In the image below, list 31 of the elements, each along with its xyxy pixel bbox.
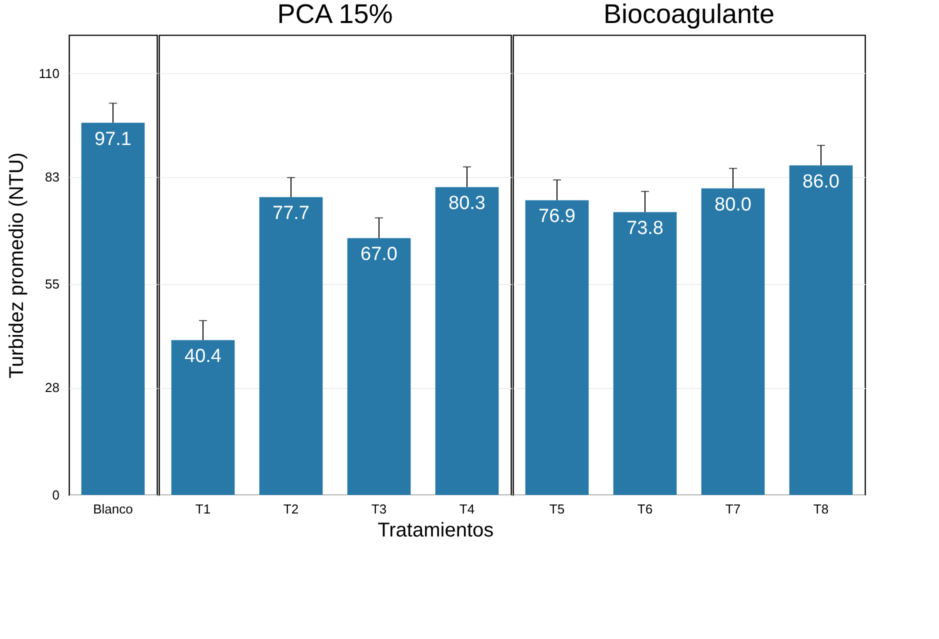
data-label: 86.0: [802, 171, 840, 192]
x-tick-label: T7: [725, 502, 741, 516]
data-label: 40.4: [184, 346, 222, 368]
x-tick-label: T5: [549, 502, 565, 516]
data-label: 67.0: [360, 244, 398, 266]
data-label: 97.1: [94, 128, 132, 150]
bar: [259, 197, 323, 495]
x-tick-label: T2: [283, 502, 299, 516]
y-tick-label: 28: [45, 380, 60, 396]
bar: [171, 340, 235, 495]
bar: [347, 238, 411, 495]
data-label: 80.0: [714, 194, 752, 216]
y-tick-label: 83: [45, 169, 60, 184]
data-label: 80.3: [448, 193, 486, 214]
chart-title: Biocoagulante: [603, 0, 775, 29]
data-label: 76.9: [538, 206, 576, 228]
y-axis-title: Turbidez promedio (NTU): [6, 152, 28, 378]
x-tick-label: T3: [371, 502, 387, 516]
x-tick-label: T4: [459, 502, 475, 516]
y-tick-label: 0: [52, 488, 60, 502]
x-axis-title: Tratamientos: [378, 520, 494, 542]
data-label: 77.7: [272, 203, 310, 224]
chart-title: PCA 15%: [277, 0, 393, 29]
data-label: 73.8: [626, 218, 664, 240]
y-tick-label: 110: [38, 66, 60, 81]
x-tick-label: T1: [195, 502, 211, 516]
bar: [435, 187, 499, 495]
x-tick-label: Blanco: [93, 502, 133, 516]
x-tick-label: T6: [637, 502, 653, 516]
x-tick-label: T8: [813, 502, 829, 516]
y-tick-label: 55: [45, 276, 60, 292]
